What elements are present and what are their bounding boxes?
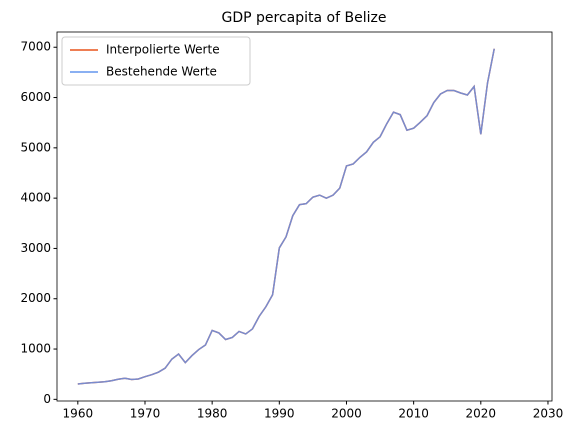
y-tick-label: 5000 [20,140,51,154]
y-tick-label: 2000 [20,291,51,305]
x-tick-label: 2030 [533,407,564,421]
y-tick-label: 6000 [20,90,51,104]
x-tick-label: 2010 [398,407,429,421]
plot-frame [56,31,553,402]
y-tick-label: 1000 [20,342,51,356]
x-tick-label: 2020 [466,407,497,421]
x-tick-label: 1960 [63,407,94,421]
series-line [77,48,495,385]
chart-title: GDP percapita of Belize [222,10,387,26]
y-tick-label: 3000 [20,241,51,255]
legend-box [61,36,251,86]
x-tick-label: 1990 [264,407,295,421]
y-tick-label: 4000 [20,191,51,205]
x-tick-label: 1970 [130,407,161,421]
y-tick-label: 7000 [20,40,51,54]
x-tick-label: 1980 [197,407,228,421]
y-tick-label: 0 [43,392,51,406]
legend-label: Interpolierte Werte [106,43,220,57]
series-line [77,48,495,385]
legend-label: Bestehende Werte [106,65,217,79]
x-tick-label: 2000 [331,407,362,421]
